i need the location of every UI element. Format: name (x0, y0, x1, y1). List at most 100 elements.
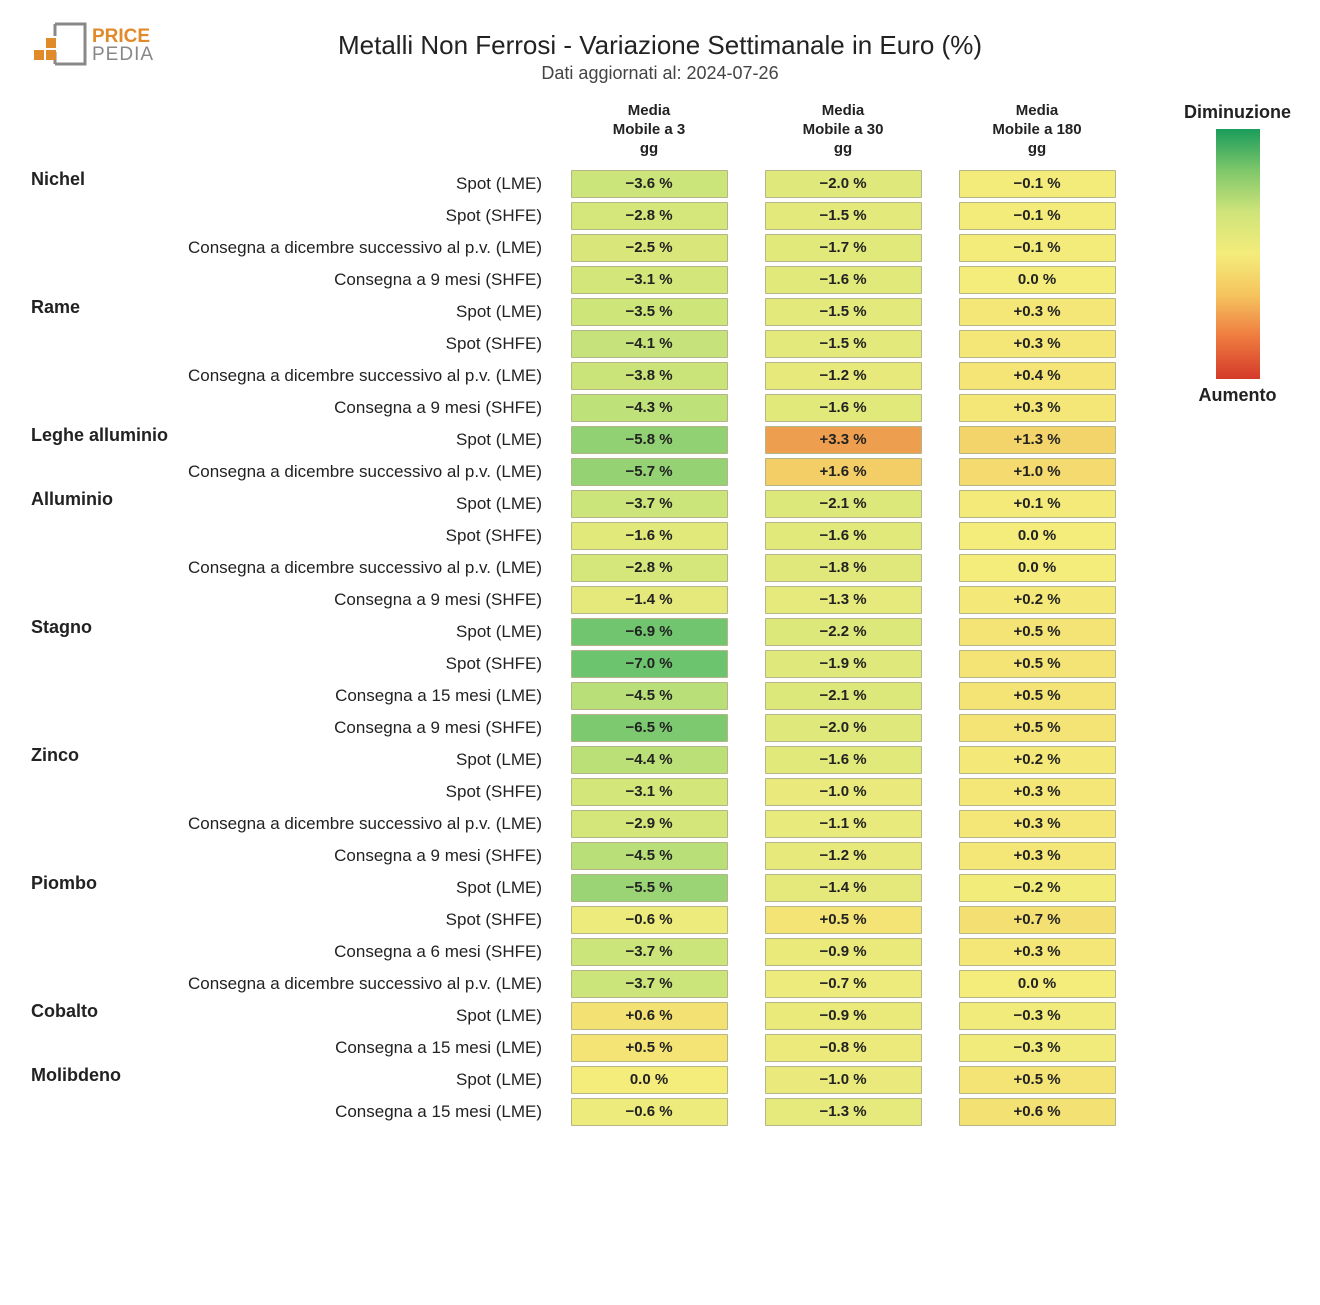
color-legend: Diminuzione Aumento (1184, 102, 1291, 412)
heatmap-cell: −6.5 % (552, 712, 746, 744)
table-row: MolibdenoSpot (LME)0.0 %−1.0 %+0.5 % (30, 1064, 1134, 1096)
heatmap-cell: −1.1 % (746, 808, 940, 840)
group-label (30, 456, 182, 488)
heatmap-cell: +0.3 % (940, 840, 1134, 872)
group-label: Stagno (30, 616, 182, 648)
heatmap-cell: −0.1 % (940, 200, 1134, 232)
heatmap-cell: −3.7 % (552, 936, 746, 968)
legend-bottom-label: Aumento (1184, 385, 1291, 406)
group-label (30, 776, 182, 808)
table-row: Consegna a 15 mesi (LME)+0.5 %−0.8 %−0.3… (30, 1032, 1134, 1064)
row-label: Consegna a dicembre successivo al p.v. (… (182, 232, 552, 264)
heatmap-cell: −4.5 % (552, 840, 746, 872)
column-header: MediaMobile a 30gg (746, 102, 940, 168)
table-row: Consegna a dicembre successivo al p.v. (… (30, 360, 1134, 392)
group-label: Leghe alluminio (30, 424, 182, 456)
heatmap-cell: +0.5 % (940, 616, 1134, 648)
table-row: Consegna a 6 mesi (SHFE)−3.7 %−0.9 %+0.3… (30, 936, 1134, 968)
heatmap-cell: 0.0 % (552, 1064, 746, 1096)
heatmap-cell: −2.2 % (746, 616, 940, 648)
row-label: Spot (SHFE) (182, 520, 552, 552)
table-row: StagnoSpot (LME)−6.9 %−2.2 %+0.5 % (30, 616, 1134, 648)
heatmap-cell: −3.7 % (552, 968, 746, 1000)
heatmap-cell: +1.6 % (746, 456, 940, 488)
row-label: Spot (LME) (182, 1000, 552, 1032)
column-header: MediaMobile a 180gg (940, 102, 1134, 168)
row-label: Consegna a dicembre successivo al p.v. (… (182, 552, 552, 584)
table-row: Consegna a 15 mesi (LME)−0.6 %−1.3 %+0.6… (30, 1096, 1134, 1128)
table-row: AlluminioSpot (LME)−3.7 %−2.1 %+0.1 % (30, 488, 1134, 520)
heatmap-cell: 0.0 % (940, 520, 1134, 552)
heatmap-cell: −1.8 % (746, 552, 940, 584)
heatmap-cell: −1.6 % (746, 520, 940, 552)
row-label: Consegna a 9 mesi (SHFE) (182, 392, 552, 424)
row-label: Spot (SHFE) (182, 776, 552, 808)
table-row: Consegna a dicembre successivo al p.v. (… (30, 456, 1134, 488)
table-row: Consegna a dicembre successivo al p.v. (… (30, 808, 1134, 840)
group-label: Rame (30, 296, 182, 328)
heatmap-cell: +0.3 % (940, 328, 1134, 360)
row-label: Consegna a 15 mesi (LME) (182, 1032, 552, 1064)
group-label (30, 1032, 182, 1064)
heatmap-cell: +0.1 % (940, 488, 1134, 520)
group-label (30, 552, 182, 584)
table-row: Consegna a 9 mesi (SHFE)−3.1 %−1.6 %0.0 … (30, 264, 1134, 296)
heatmap-cell: +1.0 % (940, 456, 1134, 488)
group-label (30, 232, 182, 264)
heatmap-cell: −1.5 % (746, 296, 940, 328)
heatmap-cell: +0.5 % (940, 680, 1134, 712)
heatmap-cell: −1.9 % (746, 648, 940, 680)
table-row: Consegna a 9 mesi (SHFE)−4.3 %−1.6 %+0.3… (30, 392, 1134, 424)
legend-gradient-bar (1216, 129, 1260, 379)
row-label: Spot (SHFE) (182, 904, 552, 936)
heatmap-cell: +0.2 % (940, 744, 1134, 776)
row-label: Consegna a dicembre successivo al p.v. (… (182, 456, 552, 488)
table-row: Consegna a 9 mesi (SHFE)−4.5 %−1.2 %+0.3… (30, 840, 1134, 872)
heatmap-cell: −2.0 % (746, 712, 940, 744)
heatmap-table-wrap: MediaMobile a 3ggMediaMobile a 30ggMedia… (30, 102, 1134, 1128)
row-label: Spot (LME) (182, 168, 552, 200)
row-label: Consegna a dicembre successivo al p.v. (… (182, 808, 552, 840)
heatmap-cell: −1.6 % (746, 264, 940, 296)
heatmap-cell: −1.3 % (746, 1096, 940, 1128)
table-row: Spot (SHFE)−3.1 %−1.0 %+0.3 % (30, 776, 1134, 808)
heatmap-cell: −1.5 % (746, 200, 940, 232)
heatmap-cell: −0.6 % (552, 904, 746, 936)
table-row: Consegna a 9 mesi (SHFE)−1.4 %−1.3 %+0.2… (30, 584, 1134, 616)
group-label (30, 520, 182, 552)
heatmap-cell: −1.5 % (746, 328, 940, 360)
row-label: Spot (LME) (182, 872, 552, 904)
table-row: PiomboSpot (LME)−5.5 %−1.4 %−0.2 % (30, 872, 1134, 904)
heatmap-cell: −1.3 % (746, 584, 940, 616)
heatmap-cell: −2.1 % (746, 680, 940, 712)
heatmap-cell: +0.5 % (746, 904, 940, 936)
row-label: Consegna a 9 mesi (SHFE) (182, 840, 552, 872)
heatmap-cell: −1.0 % (746, 1064, 940, 1096)
row-label: Consegna a 9 mesi (SHFE) (182, 264, 552, 296)
table-row: Consegna a dicembre successivo al p.v. (… (30, 552, 1134, 584)
group-label (30, 200, 182, 232)
group-label: Alluminio (30, 488, 182, 520)
heatmap-cell: −0.9 % (746, 1000, 940, 1032)
heatmap-table: MediaMobile a 3ggMediaMobile a 30ggMedia… (30, 102, 1134, 1128)
heatmap-cell: −0.9 % (746, 936, 940, 968)
heatmap-cell: +0.2 % (940, 584, 1134, 616)
table-row: Spot (SHFE)−7.0 %−1.9 %+0.5 % (30, 648, 1134, 680)
heatmap-cell: +0.3 % (940, 392, 1134, 424)
row-label: Spot (LME) (182, 488, 552, 520)
group-label (30, 584, 182, 616)
heatmap-cell: −7.0 % (552, 648, 746, 680)
row-label: Spot (SHFE) (182, 328, 552, 360)
group-label (30, 680, 182, 712)
heatmap-cell: −1.2 % (746, 360, 940, 392)
heatmap-cell: +0.5 % (940, 648, 1134, 680)
heatmap-cell: −2.5 % (552, 232, 746, 264)
table-row: Consegna a dicembre successivo al p.v. (… (30, 232, 1134, 264)
heatmap-cell: −0.1 % (940, 232, 1134, 264)
heatmap-cell: −2.0 % (746, 168, 940, 200)
page-subtitle: Dati aggiornati al: 2024-07-26 (30, 63, 1290, 84)
heatmap-cell: +0.3 % (940, 296, 1134, 328)
heatmap-cell: −2.8 % (552, 200, 746, 232)
heatmap-cell: −1.0 % (746, 776, 940, 808)
table-row: RameSpot (LME)−3.5 %−1.5 %+0.3 % (30, 296, 1134, 328)
